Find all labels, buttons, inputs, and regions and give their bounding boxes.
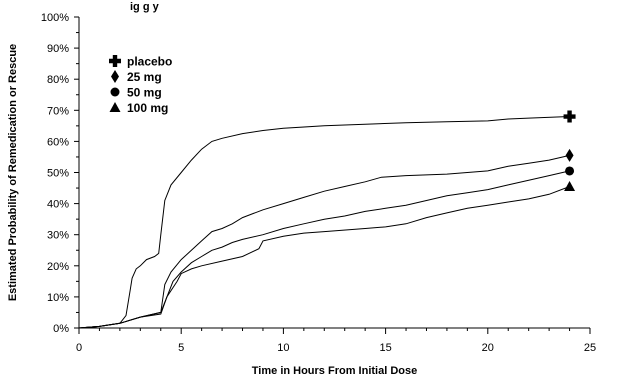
x-tick-label: 10: [277, 342, 289, 354]
chart-title-partial: ig g y: [130, 1, 160, 13]
legend-marker-placebo: [109, 55, 121, 67]
series-lines: [78, 116, 570, 329]
x-tick-label: 5: [178, 342, 184, 354]
legend-marker-50-mg: [110, 87, 120, 97]
legend-label: 50 mg: [127, 86, 162, 100]
x-tick-label: 20: [482, 342, 494, 354]
series-line-50-mg: [78, 170, 570, 329]
series-line-placebo: [78, 116, 570, 329]
y-tick-label: 70%: [47, 105, 69, 117]
legend-label: 25 mg: [127, 70, 162, 84]
series-line-100-mg: [78, 186, 570, 329]
y-tick-label: 80%: [47, 74, 69, 86]
y-tick-label: 50%: [47, 168, 69, 180]
end-marker-placebo: [563, 110, 576, 123]
end-markers: [563, 110, 576, 191]
axes: 0% 10% 20% 30% 40% 50% 60% 70% 80% 90% 100% 0 5 10 15 2…: [41, 12, 596, 354]
legend-label: 100 mg: [127, 101, 168, 115]
y-tick-label: 90%: [47, 43, 69, 55]
x-tick-label: 0: [76, 342, 82, 354]
y-tick-label: 60%: [47, 136, 69, 148]
legend-marker-100-mg: [109, 102, 121, 112]
y-tick-label: 30%: [47, 230, 69, 242]
y-tick-label: 40%: [47, 199, 69, 211]
y-tick-label: 20%: [47, 261, 69, 273]
x-tick-label: 15: [379, 342, 391, 354]
end-marker-50-mg: [565, 166, 575, 176]
end-marker-100-mg: [564, 180, 576, 191]
y-tick-label: 100%: [41, 12, 69, 24]
x-axis-title: Time in Hours From Initial Dose: [252, 365, 417, 377]
series-line-25-mg: [78, 154, 570, 329]
end-marker-25-mg: [565, 148, 574, 162]
y-tick-label: 10%: [47, 292, 69, 304]
x-tick-label: 25: [584, 342, 596, 354]
legend-marker-25-mg: [111, 70, 119, 83]
legend-label: placebo: [127, 55, 172, 69]
y-tick-label: 0%: [53, 323, 69, 335]
y-axis-title: Estimated Probability of Remedication or…: [7, 44, 19, 301]
